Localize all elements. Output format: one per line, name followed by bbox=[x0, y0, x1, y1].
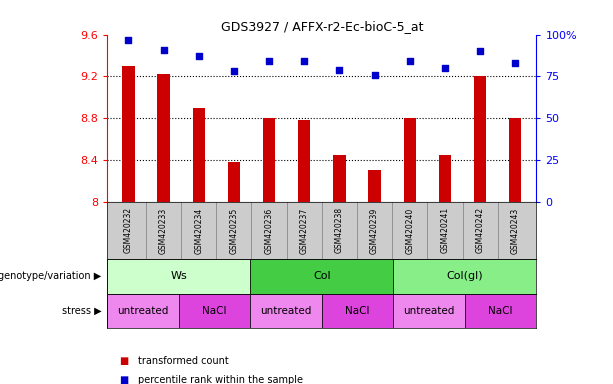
Bar bbox=[298, 120, 310, 202]
Bar bbox=[122, 66, 134, 202]
Bar bbox=[250, 294, 322, 328]
Text: GSM420240: GSM420240 bbox=[405, 207, 414, 253]
Text: genotype/variation ▶: genotype/variation ▶ bbox=[0, 271, 101, 281]
Text: transformed count: transformed count bbox=[138, 356, 229, 366]
Text: percentile rank within the sample: percentile rank within the sample bbox=[138, 375, 303, 384]
Point bbox=[159, 46, 169, 53]
Text: GSM420243: GSM420243 bbox=[511, 207, 520, 253]
Bar bbox=[107, 294, 179, 328]
Text: untreated: untreated bbox=[261, 306, 312, 316]
Text: Ws: Ws bbox=[170, 271, 187, 281]
Text: GSM420234: GSM420234 bbox=[194, 207, 204, 253]
Text: untreated: untreated bbox=[117, 306, 169, 316]
Text: GSM420241: GSM420241 bbox=[440, 207, 449, 253]
Bar bbox=[158, 74, 170, 202]
Text: stress ▶: stress ▶ bbox=[61, 306, 101, 316]
Point bbox=[475, 48, 485, 55]
Bar bbox=[179, 294, 250, 328]
Bar bbox=[263, 118, 275, 202]
Point bbox=[299, 58, 309, 65]
Text: NaCl: NaCl bbox=[202, 306, 227, 316]
Point bbox=[370, 71, 379, 78]
Text: GSM420237: GSM420237 bbox=[300, 207, 309, 253]
Text: GSM420233: GSM420233 bbox=[159, 207, 168, 253]
Text: Col: Col bbox=[313, 271, 330, 281]
Bar bbox=[394, 259, 536, 294]
Bar bbox=[403, 118, 416, 202]
Text: GSM420238: GSM420238 bbox=[335, 207, 344, 253]
Point bbox=[194, 53, 204, 60]
Title: GDS3927 / AFFX-r2-Ec-bioC-5_at: GDS3927 / AFFX-r2-Ec-bioC-5_at bbox=[221, 20, 423, 33]
Text: ■: ■ bbox=[120, 375, 129, 384]
Point bbox=[511, 60, 520, 66]
Text: GSM420239: GSM420239 bbox=[370, 207, 379, 253]
Text: NaCl: NaCl bbox=[345, 306, 370, 316]
Bar bbox=[474, 76, 486, 202]
Point bbox=[335, 66, 345, 73]
Text: GSM420235: GSM420235 bbox=[229, 207, 238, 253]
Text: ■: ■ bbox=[120, 356, 129, 366]
Bar bbox=[192, 108, 205, 202]
Bar bbox=[368, 170, 381, 202]
Bar bbox=[250, 259, 394, 294]
Text: NaCl: NaCl bbox=[489, 306, 513, 316]
Bar bbox=[394, 294, 465, 328]
Bar bbox=[333, 155, 346, 202]
Text: Col(gl): Col(gl) bbox=[446, 271, 483, 281]
Point bbox=[405, 58, 414, 65]
Point bbox=[264, 58, 274, 65]
Bar bbox=[465, 294, 536, 328]
Point bbox=[123, 36, 133, 43]
Bar bbox=[228, 162, 240, 202]
Text: GSM420242: GSM420242 bbox=[476, 207, 485, 253]
Bar bbox=[439, 155, 451, 202]
Text: GSM420232: GSM420232 bbox=[124, 207, 133, 253]
Text: GSM420236: GSM420236 bbox=[265, 207, 273, 253]
Point bbox=[440, 65, 450, 71]
Bar bbox=[322, 294, 394, 328]
Bar bbox=[107, 259, 250, 294]
Bar bbox=[509, 118, 522, 202]
Text: untreated: untreated bbox=[403, 306, 455, 316]
Point bbox=[229, 68, 239, 74]
